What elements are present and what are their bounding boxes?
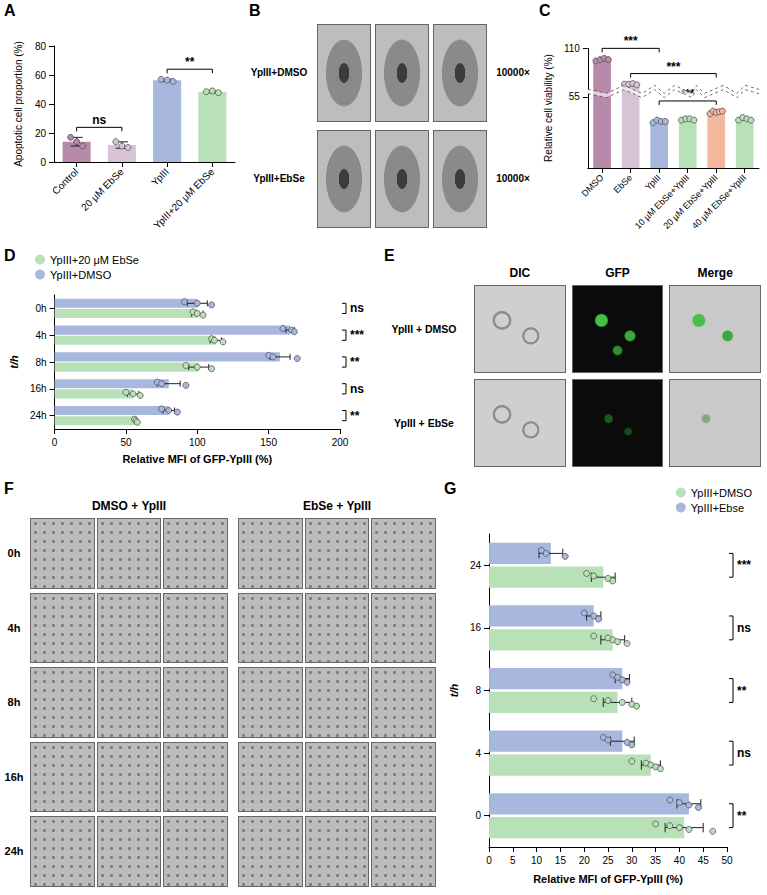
svg-text:200: 200 xyxy=(332,437,349,448)
html-text:16h: 16h xyxy=(4,770,24,783)
svg-text:A: A xyxy=(4,2,16,19)
svg-text:4h: 4h xyxy=(35,330,46,341)
svg-text:8: 8 xyxy=(475,685,481,696)
svg-text:**: ** xyxy=(737,684,747,698)
svg-text:45: 45 xyxy=(698,855,710,866)
svg-text:10: 10 xyxy=(531,855,543,866)
html-text:4h: 4h xyxy=(7,621,21,634)
svg-text:20: 20 xyxy=(579,855,591,866)
svg-text:8h: 8h xyxy=(35,357,46,368)
svg-text:ns: ns xyxy=(737,621,751,635)
svg-text:ns: ns xyxy=(92,113,106,127)
svg-text:YpIII+Ebse: YpIII+Ebse xyxy=(691,502,744,514)
svg-text:EbSe: EbSe xyxy=(612,172,635,195)
html-text:8h: 8h xyxy=(7,696,21,709)
svg-text:30: 30 xyxy=(626,855,638,866)
html-text:YpIII + EbSe: YpIII + EbSe xyxy=(394,417,454,429)
svg-text:***: *** xyxy=(737,558,751,572)
svg-text:50: 50 xyxy=(721,855,733,866)
svg-text:Relative cell viability (%): Relative cell viability (%) xyxy=(543,54,554,162)
svg-text:DMSO: DMSO xyxy=(580,172,606,198)
html-text:EbSe + YpIII: EbSe + YpIII xyxy=(302,499,372,514)
svg-text:0: 0 xyxy=(40,157,46,168)
svg-text:110: 110 xyxy=(564,43,580,54)
svg-text:40 µM EbSe+YpIII: 40 µM EbSe+YpIII xyxy=(690,172,748,230)
svg-text:**: ** xyxy=(350,355,360,369)
svg-text:0: 0 xyxy=(52,437,58,448)
svg-text:20 µM EbSe: 20 µM EbSe xyxy=(79,166,126,213)
html-text:24h: 24h xyxy=(4,845,24,858)
svg-text:35: 35 xyxy=(650,855,662,866)
svg-text:Relative MFI of GFP-YpIII (%): Relative MFI of GFP-YpIII (%) xyxy=(122,453,272,465)
svg-text:***: *** xyxy=(624,34,638,48)
svg-text:ns: ns xyxy=(737,746,751,760)
html-text:GFP: GFP xyxy=(605,266,630,281)
html-text:E: E xyxy=(384,247,395,264)
svg-text:50: 50 xyxy=(120,437,132,448)
html-text:10000×: 10000× xyxy=(496,67,530,79)
svg-text:**: ** xyxy=(737,809,747,823)
svg-text:16: 16 xyxy=(470,622,482,633)
svg-text:100: 100 xyxy=(189,437,206,448)
svg-text:D: D xyxy=(4,247,16,264)
svg-text:ns: ns xyxy=(350,382,364,396)
svg-text:***: *** xyxy=(666,60,680,74)
svg-text:C: C xyxy=(539,2,551,19)
svg-text:10 µM EbSe+YpIII: 10 µM EbSe+YpIII xyxy=(632,172,692,231)
svg-text:Control: Control xyxy=(50,166,81,197)
svg-text:80: 80 xyxy=(35,41,47,52)
svg-text:YpIII+DMSO: YpIII+DMSO xyxy=(50,269,112,281)
svg-text:55: 55 xyxy=(569,91,581,102)
html-text:0h: 0h xyxy=(7,547,21,559)
svg-text:5: 5 xyxy=(510,855,516,866)
svg-text:YpIII: YpIII xyxy=(149,166,171,188)
svg-text:40: 40 xyxy=(674,855,686,866)
svg-text:16h: 16h xyxy=(30,383,47,394)
svg-text:**: ** xyxy=(350,409,360,423)
svg-text:0: 0 xyxy=(475,810,481,821)
html-text:YpIII+DMSO: YpIII+DMSO xyxy=(250,67,308,79)
svg-text:YpIII: YpIII xyxy=(643,172,663,192)
html-text:YpIII + DMSO: YpIII + DMSO xyxy=(391,323,457,335)
svg-text:150: 150 xyxy=(260,437,277,448)
svg-text:YpIII+20 μM EbSe: YpIII+20 μM EbSe xyxy=(50,254,139,266)
svg-text:***: *** xyxy=(350,328,364,342)
svg-text:60: 60 xyxy=(35,70,47,81)
html-text:10000×: 10000× xyxy=(496,173,530,185)
svg-text:24: 24 xyxy=(470,560,482,571)
svg-text:ns: ns xyxy=(350,301,364,315)
svg-text:15: 15 xyxy=(555,855,567,866)
svg-text:G: G xyxy=(444,480,456,497)
svg-text:YpIII+DMSO: YpIII+DMSO xyxy=(691,487,753,499)
svg-text:0: 0 xyxy=(486,855,492,866)
svg-text:**: ** xyxy=(185,55,195,69)
html-text:DIC: DIC xyxy=(509,266,531,281)
svg-text:YpIII+20 µM EbSe: YpIII+20 µM EbSe xyxy=(151,166,216,231)
svg-text:t/h: t/h xyxy=(8,355,20,369)
svg-text:24h: 24h xyxy=(30,410,47,421)
svg-text:Apoptotic cell proportion (%): Apoptotic cell proportion (%) xyxy=(13,41,24,167)
svg-text:4: 4 xyxy=(475,748,481,759)
html-text:YpIII+EbSe: YpIII+EbSe xyxy=(253,173,305,185)
svg-text:25: 25 xyxy=(602,855,614,866)
svg-text:Relative MFI of GFP-YpIII (%): Relative MFI of GFP-YpIII (%) xyxy=(533,873,683,885)
html-text:B: B xyxy=(249,2,261,19)
svg-text:40: 40 xyxy=(35,99,47,110)
svg-text:t/h: t/h xyxy=(448,684,460,698)
svg-text:20: 20 xyxy=(35,128,47,139)
html-text:DMSO + YpIII: DMSO + YpIII xyxy=(91,499,167,514)
html-text:F: F xyxy=(4,480,14,497)
svg-text:20 µM EbSe+YpIII: 20 µM EbSe+YpIII xyxy=(661,172,720,231)
svg-text:0h: 0h xyxy=(35,303,46,314)
html-text:Merge: Merge xyxy=(697,266,733,281)
